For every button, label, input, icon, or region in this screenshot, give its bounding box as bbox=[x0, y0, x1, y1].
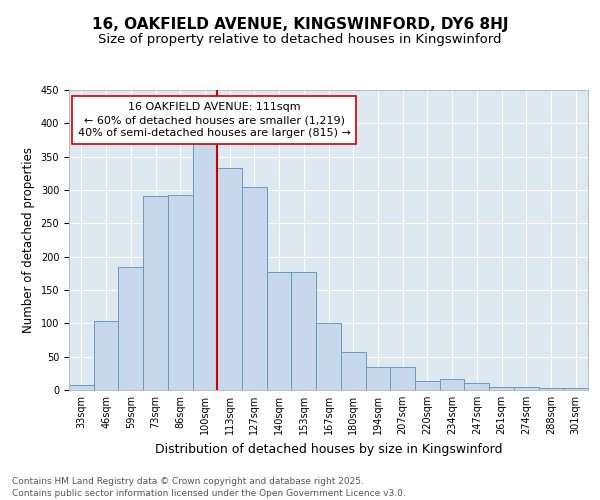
Bar bbox=[143, 196, 168, 390]
Bar bbox=[464, 384, 489, 390]
Bar bbox=[415, 382, 440, 390]
Y-axis label: Number of detached properties: Number of detached properties bbox=[22, 147, 35, 333]
Bar bbox=[390, 366, 415, 390]
Bar bbox=[316, 322, 341, 390]
Bar bbox=[440, 380, 464, 390]
Bar bbox=[118, 266, 143, 390]
Bar bbox=[514, 388, 539, 390]
Bar bbox=[193, 142, 217, 390]
Bar bbox=[539, 388, 563, 390]
Text: 16, OAKFIELD AVENUE, KINGSWINFORD, DY6 8HJ: 16, OAKFIELD AVENUE, KINGSWINFORD, DY6 8… bbox=[92, 18, 508, 32]
Bar bbox=[563, 388, 588, 390]
Text: 16 OAKFIELD AVENUE: 111sqm
← 60% of detached houses are smaller (1,219)
40% of s: 16 OAKFIELD AVENUE: 111sqm ← 60% of deta… bbox=[78, 102, 351, 139]
Bar bbox=[242, 186, 267, 390]
Bar bbox=[69, 384, 94, 390]
X-axis label: Distribution of detached houses by size in Kingswinford: Distribution of detached houses by size … bbox=[155, 442, 502, 456]
Bar bbox=[217, 168, 242, 390]
Bar bbox=[168, 194, 193, 390]
Bar bbox=[94, 320, 118, 390]
Bar bbox=[365, 366, 390, 390]
Text: Size of property relative to detached houses in Kingswinford: Size of property relative to detached ho… bbox=[98, 32, 502, 46]
Bar bbox=[292, 272, 316, 390]
Text: Contains HM Land Registry data © Crown copyright and database right 2025.
Contai: Contains HM Land Registry data © Crown c… bbox=[12, 476, 406, 498]
Bar bbox=[341, 352, 365, 390]
Bar bbox=[267, 272, 292, 390]
Bar bbox=[489, 386, 514, 390]
